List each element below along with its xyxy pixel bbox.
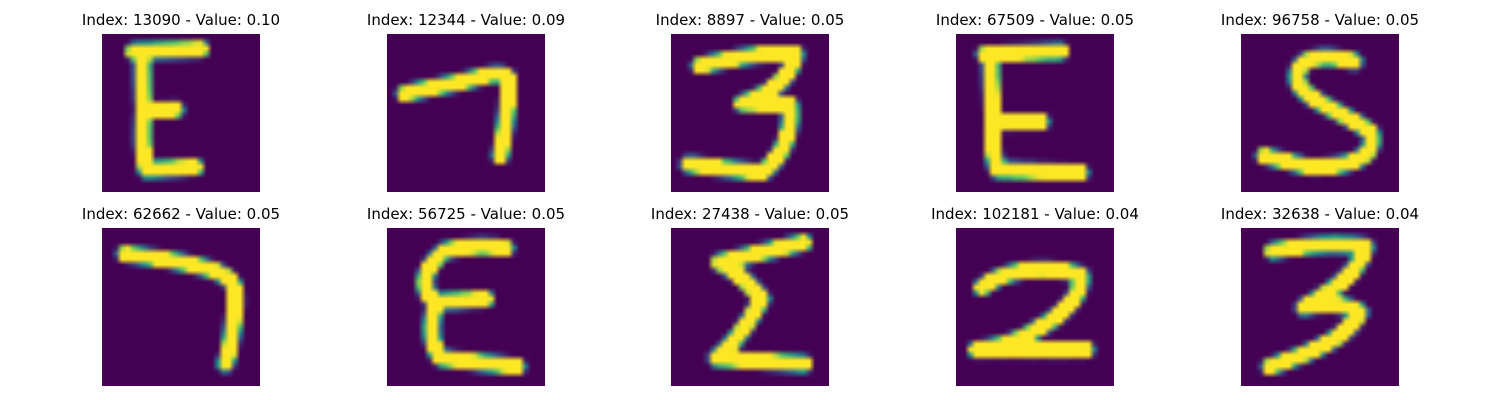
panel-title: Index: 56725 - Value: 0.05 xyxy=(366,205,566,223)
image-panel: Index: 62662 - Value: 0.05 xyxy=(31,194,331,386)
image-panel: Index: 96758 - Value: 0.05 xyxy=(1170,0,1470,192)
image-panel: Index: 8897 - Value: 0.05 xyxy=(600,0,900,192)
digit-image xyxy=(387,34,545,192)
image-panel: Index: 13090 - Value: 0.10 xyxy=(31,0,331,192)
digit-image xyxy=(387,228,545,386)
digit-image xyxy=(671,34,829,192)
panel-title: Index: 13090 - Value: 0.10 xyxy=(81,11,281,29)
panel-title: Index: 32638 - Value: 0.04 xyxy=(1220,205,1420,223)
digit-image xyxy=(1241,34,1399,192)
image-panel: Index: 56725 - Value: 0.05 xyxy=(316,194,616,386)
panel-title: Index: 27438 - Value: 0.05 xyxy=(650,205,850,223)
digit-image xyxy=(102,34,260,192)
digit-image xyxy=(956,228,1114,386)
panel-title: Index: 102181 - Value: 0.04 xyxy=(931,205,1139,223)
digit-image xyxy=(1241,228,1399,386)
digit-image xyxy=(956,34,1114,192)
image-panel: Index: 32638 - Value: 0.04 xyxy=(1170,194,1470,386)
digit-image xyxy=(671,228,829,386)
panel-title: Index: 8897 - Value: 0.05 xyxy=(655,11,845,29)
panel-title: Index: 96758 - Value: 0.05 xyxy=(1220,11,1420,29)
image-panel: Index: 102181 - Value: 0.04 xyxy=(885,194,1185,386)
image-panel: Index: 27438 - Value: 0.05 xyxy=(600,194,900,386)
panel-title: Index: 12344 - Value: 0.09 xyxy=(366,11,566,29)
digit-image xyxy=(102,228,260,386)
panel-title: Index: 67509 - Value: 0.05 xyxy=(935,11,1135,29)
image-panel: Index: 12344 - Value: 0.09 xyxy=(316,0,616,192)
image-panel: Index: 67509 - Value: 0.05 xyxy=(885,0,1185,192)
panel-title: Index: 62662 - Value: 0.05 xyxy=(81,205,281,223)
